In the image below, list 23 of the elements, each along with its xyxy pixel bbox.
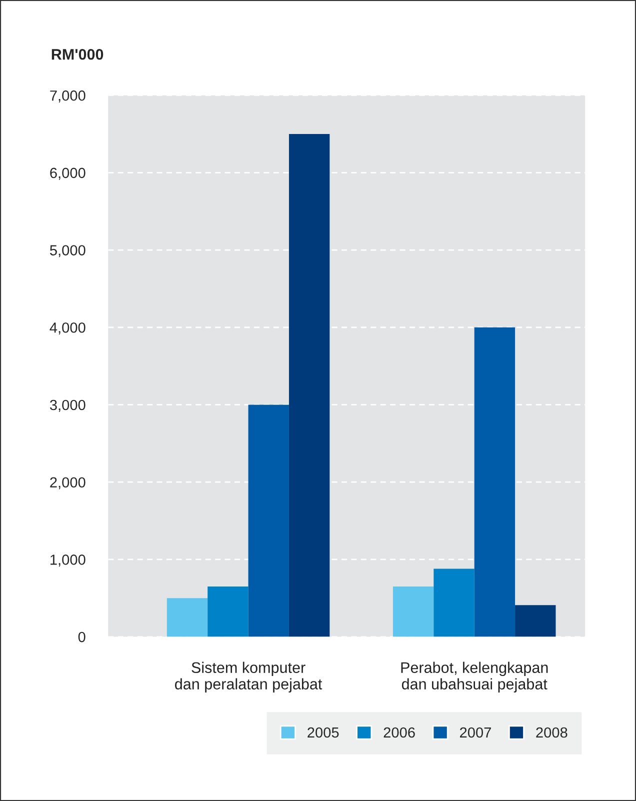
bar <box>474 327 516 637</box>
legend-label: 2008 <box>536 727 568 738</box>
y-axis-title: RM'000 <box>52 48 104 60</box>
x-tick-label: Sistem komputer dan peralatan pejabat <box>175 662 322 692</box>
y-tick-label: 2,000 <box>50 477 86 490</box>
bar <box>248 404 289 637</box>
bar <box>434 568 474 637</box>
x-tick-label: Perabot, kelengkapan dan ubahsuai pejabat <box>401 662 548 692</box>
y-tick-label: 7,000 <box>50 90 86 102</box>
bar <box>288 134 330 637</box>
y-tick-label: 5,000 <box>50 245 86 258</box>
legend-label: 2006 <box>384 727 415 738</box>
bar <box>208 586 248 637</box>
legend-label: 2005 <box>308 727 339 738</box>
legend-label: 2007 <box>460 727 491 738</box>
bar <box>166 598 208 637</box>
y-tick-label: 3,000 <box>50 400 86 412</box>
bar <box>515 605 556 637</box>
y-tick-label: 4,000 <box>50 322 86 335</box>
y-tick-label: 6,000 <box>50 168 86 180</box>
bar <box>392 586 434 637</box>
y-tick-label: 0 <box>78 632 86 642</box>
y-tick-label: 1,000 <box>50 554 86 567</box>
